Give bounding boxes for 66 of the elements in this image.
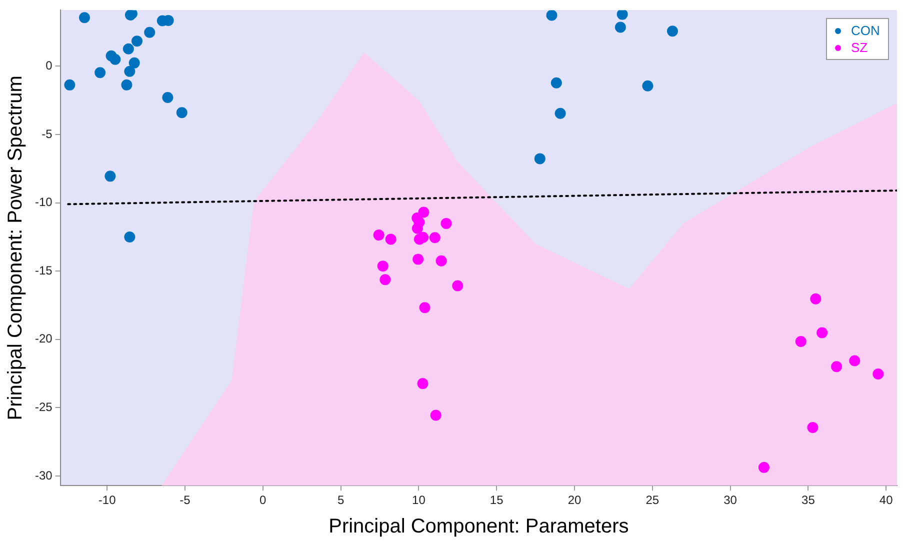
y-tick-label: -30: [35, 468, 53, 482]
point: [124, 231, 136, 242]
point: [436, 255, 447, 266]
point: [104, 170, 116, 182]
x-tick-label: 30: [724, 493, 738, 508]
x-tick-label: -5: [180, 493, 191, 508]
point: [124, 66, 136, 77]
point: [614, 22, 626, 33]
point: [412, 222, 423, 234]
point: [78, 12, 90, 24]
y-tick-label: -15: [35, 263, 53, 278]
x-tick-label: 5: [337, 493, 344, 508]
point: [419, 302, 430, 314]
legend-label: CON: [851, 22, 880, 40]
point: [132, 36, 142, 47]
point: [412, 254, 424, 265]
y-axis-title: Principal Component: Power Spectrum: [4, 76, 27, 420]
point: [795, 336, 806, 347]
point: [122, 43, 134, 54]
point: [816, 327, 828, 338]
point: [849, 355, 860, 366]
point: [642, 80, 654, 92]
point: [94, 67, 106, 78]
x-tick-label: 35: [802, 493, 816, 508]
point: [417, 378, 428, 390]
x-axis-title: Principal Component: Parameters: [328, 516, 629, 538]
point: [616, 10, 628, 20]
point: [430, 410, 442, 421]
y-tick-label: -10: [35, 195, 53, 210]
legend-label: SZ: [851, 39, 868, 56]
point: [758, 462, 770, 473]
point: [176, 107, 188, 118]
point: [534, 153, 546, 164]
x-tick-label: 0: [260, 493, 267, 508]
point: [831, 361, 842, 372]
point: [373, 230, 384, 241]
x-tick-label: 20: [568, 493, 582, 508]
point: [144, 26, 156, 38]
y-tick-label: -5: [42, 126, 53, 141]
point: [162, 92, 174, 103]
x-tick-label: -10: [98, 493, 116, 508]
point: [810, 293, 822, 304]
point: [546, 10, 558, 21]
x-tick-label: 25: [646, 493, 660, 508]
y-tick-label: -20: [35, 332, 53, 346]
point: [807, 422, 818, 434]
point: [128, 57, 140, 68]
x-tick-label: 40: [879, 493, 894, 508]
point: [452, 280, 464, 292]
point: [666, 26, 678, 37]
y-tick-label: -25: [35, 400, 53, 414]
point: [554, 108, 566, 119]
point: [121, 79, 132, 90]
point: [385, 234, 396, 245]
x-tick-label: 15: [490, 493, 504, 508]
point: [110, 54, 121, 65]
point: [380, 274, 391, 286]
point: [377, 260, 388, 272]
point: [418, 232, 429, 243]
y-tick-label: 0: [46, 58, 53, 73]
point: [440, 218, 452, 229]
point: [872, 368, 884, 380]
point: [429, 232, 440, 244]
point: [550, 77, 562, 88]
point: [64, 79, 76, 90]
x-tick-label: 10: [412, 493, 426, 508]
